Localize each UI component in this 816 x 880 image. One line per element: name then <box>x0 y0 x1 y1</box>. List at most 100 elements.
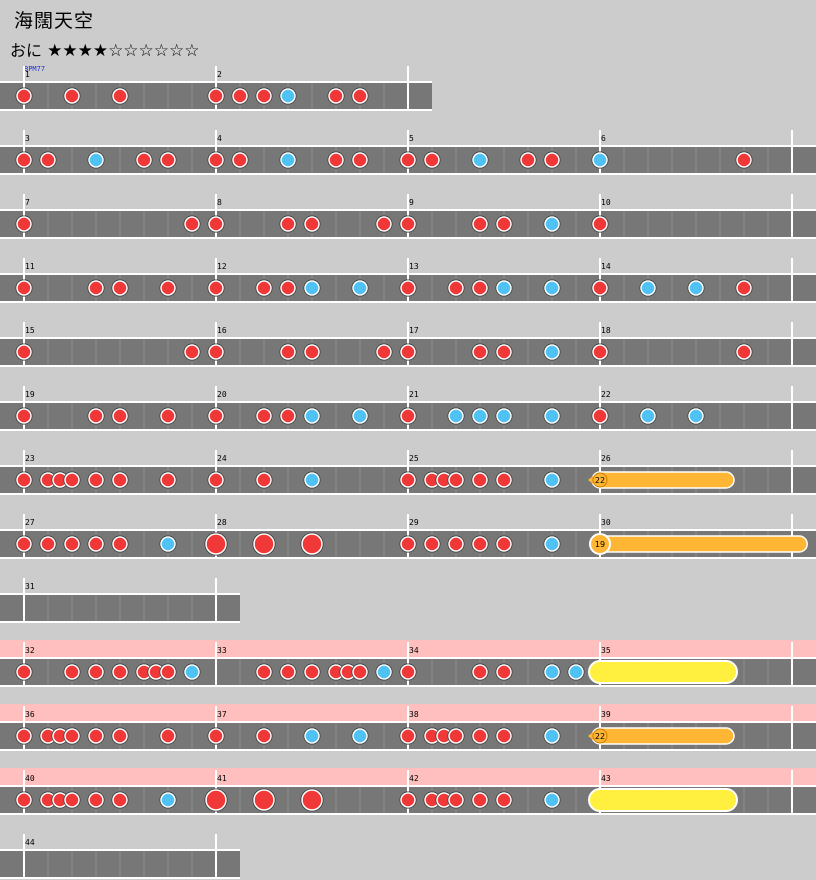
ka-note <box>544 408 560 424</box>
don-note <box>112 88 128 104</box>
don-note <box>160 728 176 744</box>
ka-note <box>544 536 560 552</box>
don-note <box>16 280 32 296</box>
measure-number: 9 <box>409 198 414 207</box>
measure-number: 19 <box>25 390 35 399</box>
don-note <box>496 536 512 552</box>
ka-note <box>496 280 512 296</box>
don-note <box>280 664 296 680</box>
measure-number: 17 <box>409 326 419 335</box>
big-don-note <box>253 533 275 555</box>
ka-note <box>544 216 560 232</box>
measure-number: 37 <box>217 710 227 719</box>
measure-number: 24 <box>217 454 227 463</box>
measure-number: 41 <box>217 774 227 783</box>
don-note <box>472 344 488 360</box>
don-note <box>184 344 200 360</box>
ka-note <box>88 152 104 168</box>
measure-number: 3 <box>25 134 30 143</box>
don-note <box>448 728 464 744</box>
don-note <box>400 536 416 552</box>
song-title: 海闊天空 <box>14 10 95 32</box>
don-note <box>280 216 296 232</box>
don-note <box>304 216 320 232</box>
don-note <box>16 344 32 360</box>
don-note <box>448 536 464 552</box>
don-note <box>256 728 272 744</box>
ka-note <box>592 152 608 168</box>
measure-number: 34 <box>409 646 419 655</box>
measure-number: 25 <box>409 454 419 463</box>
don-note <box>496 472 512 488</box>
don-note <box>448 792 464 808</box>
don-note <box>112 280 128 296</box>
don-note <box>232 152 248 168</box>
don-note <box>544 152 560 168</box>
measure-number: 22 <box>601 390 611 399</box>
measure-number: 40 <box>25 774 35 783</box>
measure-number: 27 <box>25 518 35 527</box>
ka-note <box>352 728 368 744</box>
big-don-note <box>205 533 227 555</box>
measure-number: 44 <box>25 838 35 847</box>
balloon-count: 19 <box>595 540 605 549</box>
don-note <box>472 536 488 552</box>
don-note <box>208 472 224 488</box>
ka-note <box>544 792 560 808</box>
don-note <box>472 728 488 744</box>
measure-number: 29 <box>409 518 419 527</box>
don-note <box>88 408 104 424</box>
don-note <box>400 280 416 296</box>
measure-number: 33 <box>217 646 227 655</box>
don-note <box>424 536 440 552</box>
big-don-note <box>205 789 227 811</box>
don-note <box>112 408 128 424</box>
balloon-roll <box>591 535 808 553</box>
don-note <box>448 472 464 488</box>
don-note <box>400 792 416 808</box>
don-note <box>160 408 176 424</box>
don-note <box>472 472 488 488</box>
measure-number: 32 <box>25 646 35 655</box>
don-note <box>16 728 32 744</box>
don-note <box>88 472 104 488</box>
don-note <box>88 792 104 808</box>
ka-note <box>472 152 488 168</box>
don-note <box>352 152 368 168</box>
don-note <box>208 88 224 104</box>
don-note <box>64 88 80 104</box>
don-note <box>40 152 56 168</box>
don-note <box>40 536 56 552</box>
measure-number: 7 <box>25 198 30 207</box>
don-note <box>88 664 104 680</box>
don-note <box>208 152 224 168</box>
ka-note <box>304 728 320 744</box>
don-note <box>304 344 320 360</box>
don-note <box>352 664 368 680</box>
measure-number: 31 <box>25 582 35 591</box>
don-note <box>112 664 128 680</box>
big-don-note <box>301 789 323 811</box>
measure-number: 14 <box>601 262 611 271</box>
ka-note <box>184 664 200 680</box>
don-note <box>280 408 296 424</box>
don-note <box>88 728 104 744</box>
don-note <box>400 216 416 232</box>
don-note <box>16 536 32 552</box>
don-note <box>496 216 512 232</box>
balloon-count: 22 <box>595 476 605 485</box>
big-drumroll <box>588 660 738 684</box>
measure-number: 10 <box>601 198 611 207</box>
don-note <box>256 664 272 680</box>
don-note <box>64 664 80 680</box>
measure-number: 2 <box>217 70 222 79</box>
don-note <box>160 472 176 488</box>
ka-note <box>160 792 176 808</box>
don-note <box>16 88 32 104</box>
ka-note <box>304 280 320 296</box>
measure-number: 35 <box>601 646 611 655</box>
don-note <box>280 280 296 296</box>
ka-note <box>448 408 464 424</box>
don-note <box>496 728 512 744</box>
